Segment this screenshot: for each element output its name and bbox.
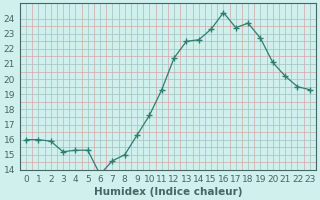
X-axis label: Humidex (Indice chaleur): Humidex (Indice chaleur) [94, 187, 242, 197]
